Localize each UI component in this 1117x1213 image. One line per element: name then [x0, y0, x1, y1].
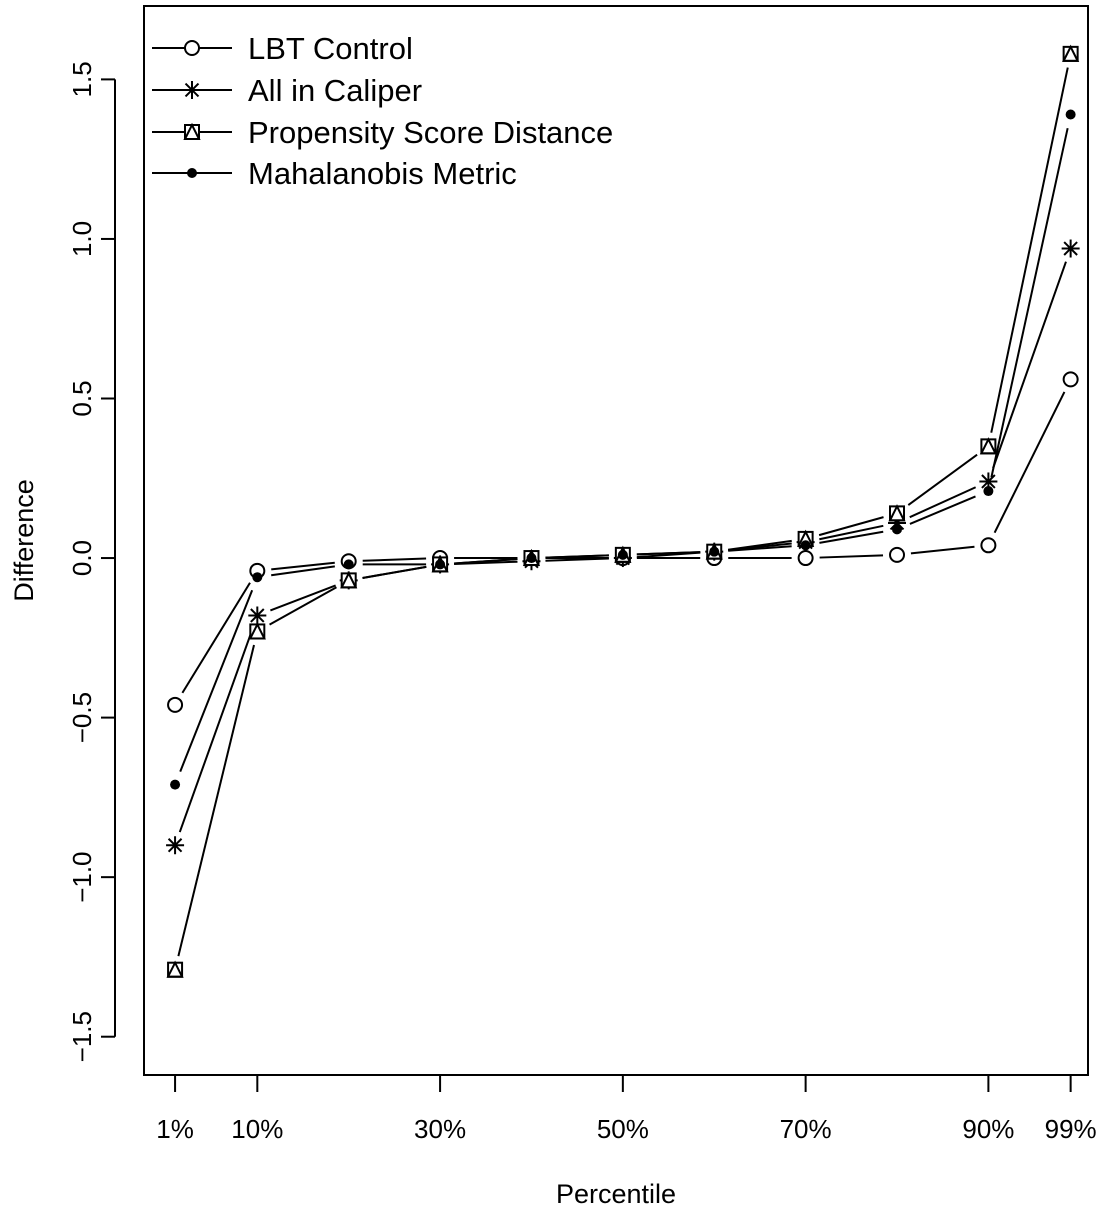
data-point: [252, 572, 263, 583]
series-line-segment: [269, 586, 337, 626]
data-point: [166, 960, 184, 978]
x-tick-label: 10%: [231, 1114, 283, 1144]
series-line-segment: [636, 551, 701, 556]
data-point: [183, 122, 201, 140]
series-line-segment: [993, 391, 1066, 534]
y-axis-label: Difference: [9, 479, 39, 602]
series-line-segment: [819, 530, 884, 544]
legend-item: LBT Control: [152, 31, 413, 66]
series-line-segment: [728, 545, 792, 552]
data-point: [166, 836, 185, 855]
series-mahalanobis-metric: [170, 109, 1076, 790]
series-line-segment: [179, 589, 254, 772]
data-point: [889, 546, 906, 563]
data-point: [184, 40, 200, 56]
data-point: [526, 553, 537, 564]
legend-item: Mahalanobis Metric: [152, 156, 517, 191]
data-point: [248, 606, 267, 625]
x-tick-label: 90%: [962, 1114, 1014, 1144]
data-point: [709, 546, 720, 557]
series-line-segment: [271, 565, 335, 577]
data-point: [340, 571, 358, 589]
legend-label: LBT Control: [248, 31, 413, 66]
series-line-segment: [992, 261, 1067, 469]
series-line-segment: [910, 545, 975, 555]
series-line-segment: [819, 524, 884, 541]
series-line-segment: [907, 453, 978, 506]
series-line-segment: [909, 495, 976, 525]
legend-label: Propensity Score Distance: [248, 115, 613, 150]
legend-marker: [187, 168, 197, 178]
x-tick-label: 99%: [1045, 1114, 1097, 1144]
legend-marker: [183, 122, 201, 140]
series-line-segment: [990, 67, 1069, 433]
x-tick-label: 70%: [780, 1114, 832, 1144]
data-point: [888, 504, 906, 522]
legend-marker: [184, 40, 200, 56]
y-axis: −1.5 −1.0 −0.5 0.0 0.5 1.0 1.5: [67, 61, 116, 1062]
data-point: [892, 524, 903, 535]
data-point: [800, 540, 811, 551]
y-tick-label: 0.5: [67, 380, 97, 416]
legend-label: All in Caliper: [248, 73, 422, 108]
y-tick-label: −0.5: [67, 692, 97, 743]
y-tick-label: −1.5: [67, 1011, 97, 1062]
series-line-segment: [990, 127, 1069, 478]
series-line-segment: [727, 539, 792, 551]
data-point: [343, 559, 354, 570]
series-line-segment: [545, 557, 609, 562]
data-point: [979, 437, 998, 455]
legend: LBT Control All in Caliper Propensity Scor…: [152, 31, 613, 191]
data-point: [187, 168, 197, 178]
x-axis-label: Percentile: [556, 1179, 676, 1209]
series-line-segment: [545, 554, 609, 559]
data-point: [248, 622, 266, 640]
data-point: [983, 486, 994, 497]
data-point: [1062, 44, 1080, 62]
data-point: [183, 81, 201, 99]
x-tick-label: 50%: [597, 1114, 649, 1144]
data-point: [1065, 109, 1076, 120]
legend-item: All in Caliper: [152, 73, 422, 108]
data-point: [1062, 371, 1079, 388]
series-line-segment: [818, 516, 884, 537]
series-line-segment: [270, 584, 336, 612]
series-layer: [166, 44, 1080, 978]
y-tick-label: 0.0: [67, 540, 97, 576]
x-tick-label: 1%: [156, 1114, 194, 1144]
series-line-segment: [362, 557, 427, 562]
series-line-segment: [909, 486, 977, 519]
series-lbt-control: [167, 371, 1079, 713]
data-point: [170, 779, 181, 790]
y-tick-label: 1.5: [67, 61, 97, 97]
data-point: [797, 550, 814, 567]
series-line-segment: [181, 582, 251, 694]
x-axis: 1% 10% 30% 50% 70% 90% 99%: [156, 1074, 1097, 1144]
series-line-segment: [178, 628, 254, 833]
series-line-segment: [177, 644, 255, 957]
series-line-segment: [819, 554, 884, 559]
legend-label: Mahalanobis Metric: [248, 156, 517, 191]
data-point: [1061, 239, 1080, 258]
data-point: [435, 559, 446, 570]
data-point: [167, 696, 184, 713]
data-point: [617, 549, 628, 560]
series-line-segment: [271, 561, 335, 571]
x-tick-label: 30%: [414, 1114, 466, 1144]
legend-item: Propensity Score Distance: [152, 115, 613, 150]
series-line-segment: [362, 565, 427, 579]
legend-marker: [183, 81, 201, 99]
data-point: [980, 537, 997, 554]
y-tick-label: 1.0: [67, 221, 97, 257]
series-line-segment: [453, 558, 518, 565]
y-tick-label: −1.0: [67, 851, 97, 902]
